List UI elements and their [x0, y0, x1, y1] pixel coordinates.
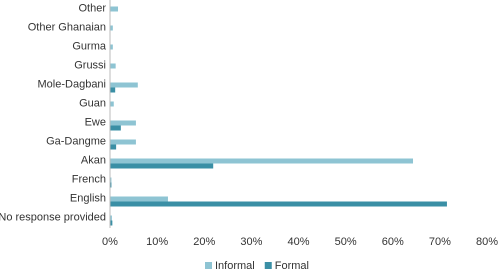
y-tick-label: Mole-Dagbani — [38, 78, 106, 90]
y-tick-label: Grussi — [74, 59, 106, 71]
bar — [110, 82, 138, 88]
bar — [110, 196, 168, 202]
y-tick-label: Gurma — [72, 40, 107, 52]
legend-label: Informal — [215, 260, 255, 270]
bar — [110, 125, 121, 131]
bar — [110, 120, 136, 126]
legend-label: Formal — [275, 260, 309, 270]
y-tick-label: Ewe — [85, 116, 106, 128]
y-tick-label: No response provided — [0, 211, 106, 223]
bar — [110, 144, 117, 150]
bar — [110, 215, 112, 221]
bar — [110, 163, 214, 169]
y-tick-label: Guan — [79, 97, 106, 109]
bar — [110, 87, 116, 93]
x-tick-label: 60% — [382, 236, 404, 248]
bar — [110, 220, 113, 226]
bar — [110, 158, 414, 164]
y-tick-label: English — [70, 192, 106, 204]
x-tick-label: 80% — [476, 236, 498, 248]
bar — [110, 25, 113, 31]
y-tick-label: Other Ghanaian — [28, 21, 106, 33]
bar — [110, 201, 447, 207]
bar — [110, 182, 112, 188]
bar — [110, 139, 136, 145]
y-tick-label: French — [72, 173, 106, 185]
legend-swatch — [205, 262, 212, 269]
x-tick-label: 30% — [240, 236, 262, 248]
x-tick-label: 20% — [193, 236, 215, 248]
y-tick-label: Akan — [81, 154, 106, 166]
bar — [110, 101, 114, 107]
x-tick-label: 10% — [146, 236, 168, 248]
y-tick-label: Ga-Dangme — [46, 135, 106, 147]
legend-swatch — [264, 262, 272, 269]
x-tick-label: 50% — [335, 236, 357, 248]
x-tick-label: 0% — [102, 236, 118, 248]
x-tick-label: 70% — [429, 236, 451, 248]
bar — [110, 177, 112, 183]
bar — [110, 6, 119, 12]
x-tick-label: 40% — [287, 236, 309, 248]
bar — [110, 44, 113, 50]
y-tick-label: Other — [78, 2, 106, 14]
bar — [110, 63, 116, 69]
